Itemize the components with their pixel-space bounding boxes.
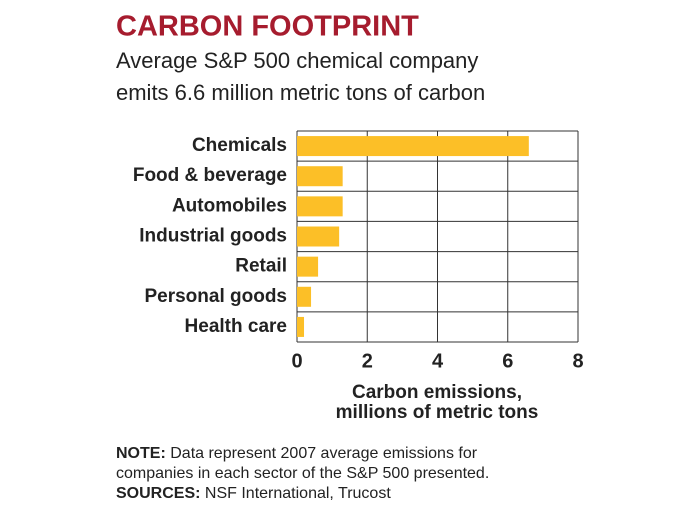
subtitle: emits 6.6 million metric tons of carbon [116,80,485,105]
sources: SOURCES: NSF International, Trucost [116,485,391,502]
bar [297,226,340,247]
bar [297,316,305,337]
note: NOTE: Data represent 2007 average emissi… [116,445,478,462]
y-tick-label: Retail [235,256,287,277]
x-tick-label: 8 [572,350,583,372]
y-tick-label: Health care [185,316,287,337]
x-tick-label: 0 [291,350,302,372]
x-axis-label: Carbon emissions, [352,382,522,403]
x-tick-label: 6 [502,350,513,372]
bar [297,256,319,277]
subtitle: Average S&P 500 chemical company [116,48,478,73]
bar [297,136,529,157]
y-tick-label: Chemicals [192,135,287,156]
sources-text: NSF International, Trucost [205,485,391,502]
bar [297,166,343,187]
y-tick-label: Personal goods [144,286,287,307]
bar [297,286,312,307]
note: companies in each sector of the S&P 500 … [116,465,489,482]
sources-label: SOURCES: [116,485,200,502]
y-tick-label: Food & beverage [133,165,287,186]
y-tick-label: Industrial goods [139,226,287,247]
x-axis-label: millions of metric tons [336,402,539,423]
x-tick-label: 2 [362,350,373,372]
bar [297,196,343,217]
note-label: NOTE: [116,445,166,462]
x-tick-label: 4 [432,350,444,372]
y-tick-label: Automobiles [172,195,287,216]
chart-title: CARBON FOOTPRINT [116,11,419,43]
note-text: Data represent 2007 average emissions fo… [170,445,478,462]
